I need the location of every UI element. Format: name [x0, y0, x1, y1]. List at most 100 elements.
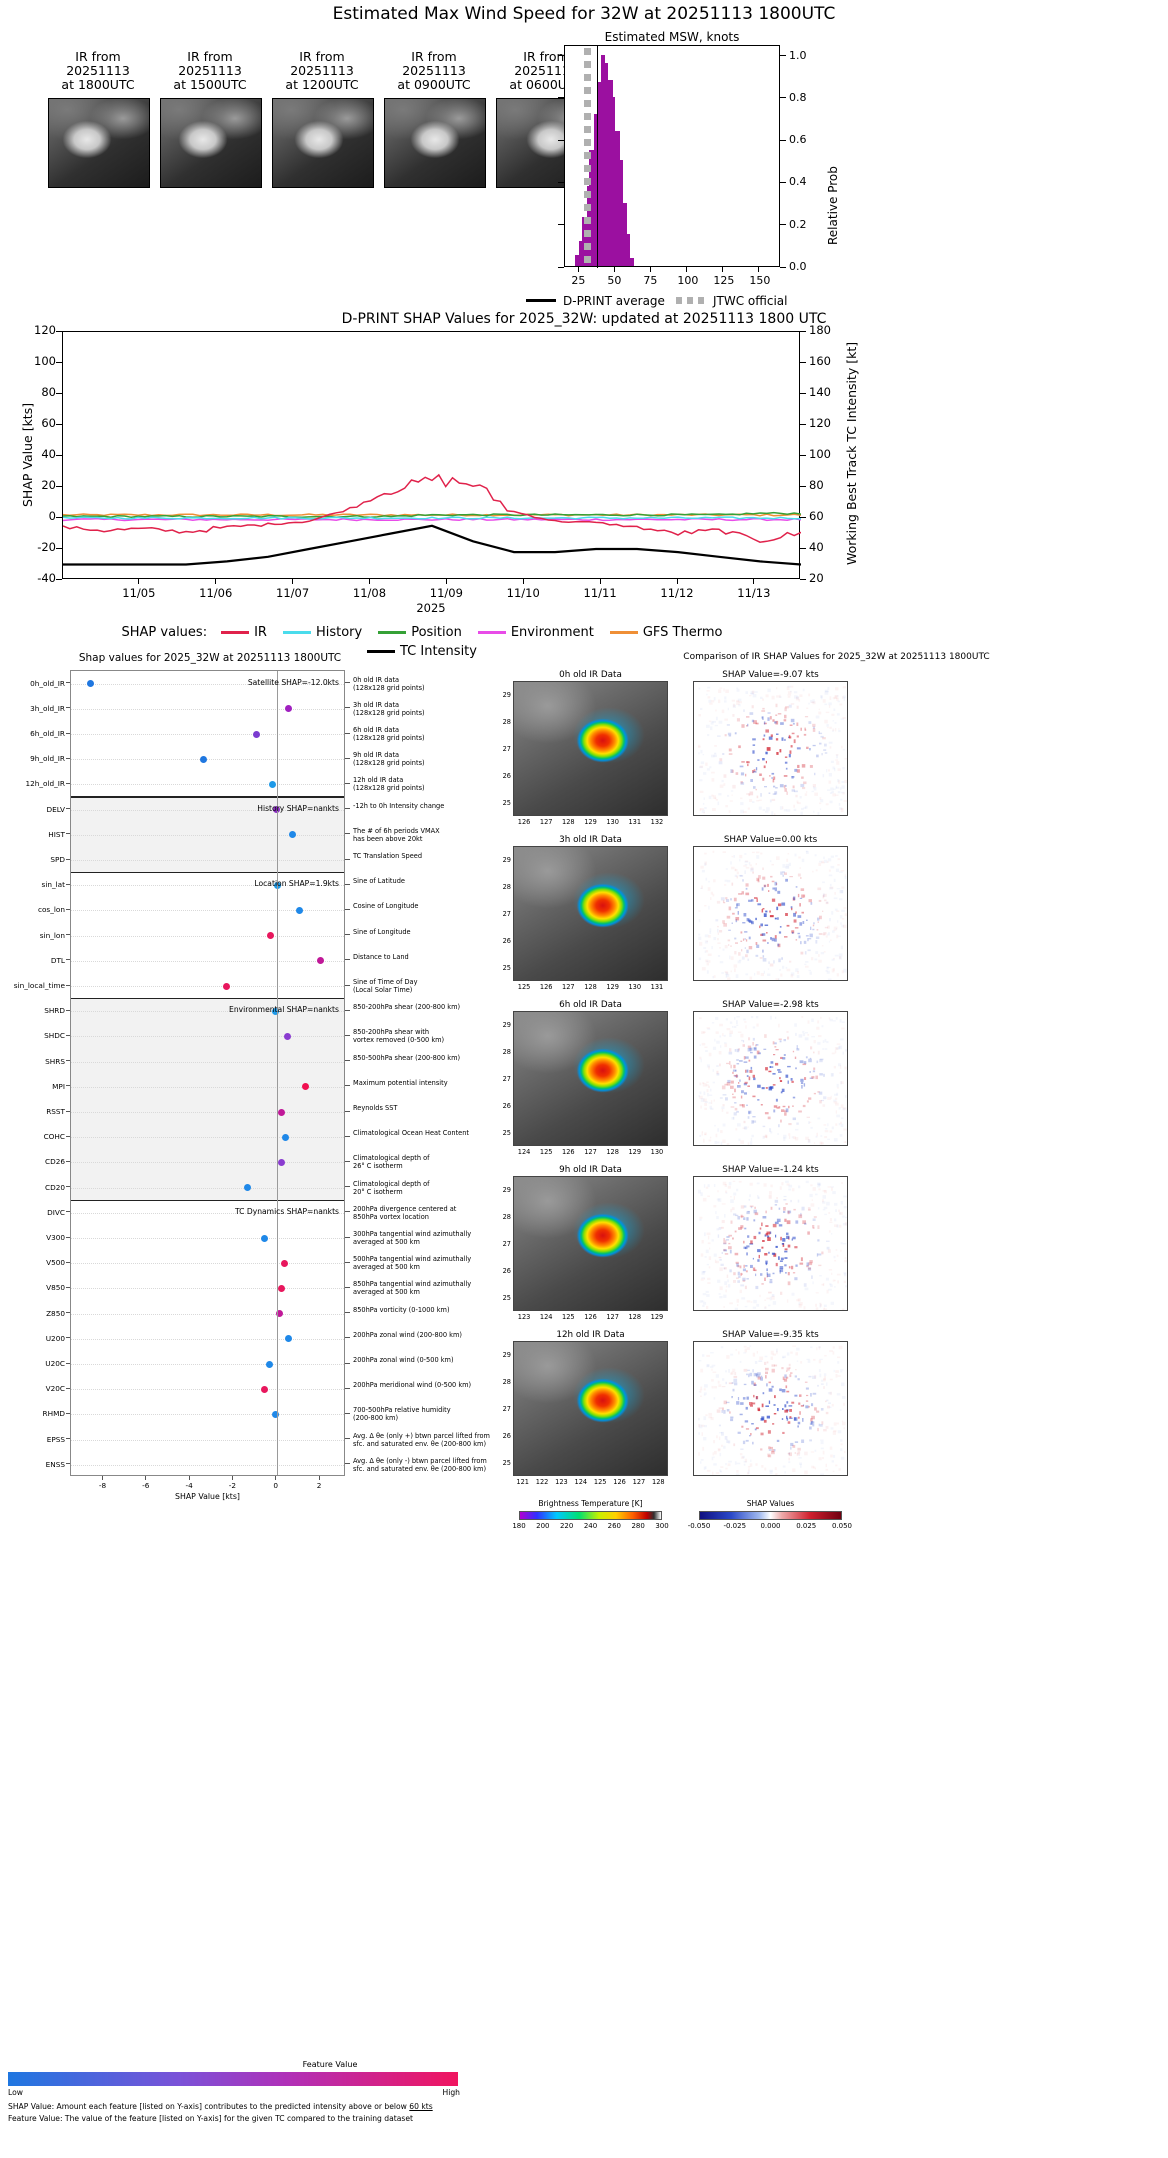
- comparison-ir-xtick: 131: [628, 818, 642, 826]
- ts-ytick-left: [56, 578, 62, 580]
- ts-ytick-left: [56, 516, 62, 518]
- ts-ytick-left: [56, 423, 62, 425]
- shap-feature-description: 500hPa tangential wind azimuthally avera…: [353, 1255, 472, 1272]
- ts-ytick-left-label: 60: [41, 416, 56, 430]
- shap-feature-label: sin_lon: [39, 930, 65, 940]
- ts-xtick: [292, 579, 294, 584]
- comparison-ir-ytick: 25: [502, 1293, 511, 1302]
- comparison-ir-xtick: 130: [628, 983, 642, 991]
- shap-feature-label: DELV: [46, 804, 65, 814]
- ts-ytick-left-label: 80: [41, 385, 56, 399]
- jtwc-official-marker: [583, 230, 591, 237]
- comparison-ir-image: [513, 1176, 668, 1311]
- jtwc-official-marker: [583, 126, 591, 133]
- comparison-ir-title: 0h old IR Data: [559, 670, 622, 680]
- shap-value-dot: [272, 1410, 280, 1418]
- shap-feature-label: SPD: [50, 855, 65, 864]
- shap-colorbar-tick: 0.025: [796, 1522, 817, 1530]
- histogram-ytick-label: 0.6: [789, 133, 807, 147]
- shap-value-dot: [199, 755, 207, 763]
- comparison-ir-ytick: 25: [502, 963, 511, 972]
- legend-label-gfs-thermo: GFS Thermo: [642, 625, 723, 640]
- shap-value-dot: [268, 780, 276, 788]
- timeseries-line-tc-intensity: [63, 524, 801, 566]
- shap-group-annotation: TC Dynamics SHAP=nankts: [234, 1206, 339, 1216]
- jtwc-official-marker: [583, 61, 591, 68]
- shap-row-gridline: [71, 1187, 344, 1190]
- ts-ytick-left-label: 120: [34, 323, 56, 337]
- comparison-ir-xtick: 127: [584, 1148, 597, 1156]
- ts-ytick-right: [800, 392, 806, 394]
- ir-thumbnail-image: [384, 98, 486, 188]
- feature-value-title: Feature Value: [302, 2060, 358, 2069]
- comparison-shap-title: SHAP Value=-9.07 kts: [722, 670, 819, 680]
- shap-xtick: [231, 1476, 233, 1481]
- shap-feature-description: Reynolds SST: [353, 1104, 398, 1112]
- histogram-ytick-left: [558, 266, 564, 268]
- comparison-ir-ytick: 26: [502, 936, 511, 945]
- comparison-ir-xtick: 124: [574, 1478, 588, 1486]
- shap-feature-tick: [66, 833, 70, 835]
- shap-feature-label: CD20: [45, 1182, 65, 1192]
- comparison-ir-xtick: 127: [632, 1478, 646, 1486]
- histogram-xtick: [577, 267, 579, 272]
- comparison-ir-ytick: 27: [502, 1074, 511, 1083]
- histogram-bar: [629, 257, 635, 266]
- shap-feature-description: Climatological depth of 26° C isotherm: [353, 1154, 430, 1171]
- comparison-ir-xtick: 125: [539, 1148, 553, 1156]
- histogram-xtick-label: 25: [571, 274, 586, 287]
- shap-value-dot: [289, 831, 297, 839]
- ir-shap-comparison-panel: Comparison of IR SHAP Values for 2025_32…: [503, 648, 1168, 2078]
- ts-xtick-label: 11/11: [583, 586, 617, 600]
- shap-feature-tick: [66, 782, 70, 784]
- ir-thumb-caption: IR from 20251113 at 0900UTC: [382, 50, 486, 92]
- comparison-shap-title: SHAP Value=0.00 kts: [723, 835, 818, 845]
- shap-value-dot: [316, 957, 324, 965]
- shap-feature-tick: [66, 1160, 70, 1162]
- comparison-ir-xtick: 125: [562, 1313, 575, 1321]
- comparison-ir-image: [513, 1341, 668, 1476]
- ts-ylabel-left: SHAP Value [kts]: [20, 402, 35, 507]
- shap-description-tick: [345, 1312, 350, 1314]
- legend-dashed-line: [676, 297, 706, 304]
- ts-xtick: [369, 579, 370, 584]
- shap-description-tick: [345, 908, 350, 910]
- legend-swatch-position: [378, 631, 407, 634]
- histogram-xtick: [721, 267, 723, 272]
- shap-feature-tick: [66, 1186, 70, 1188]
- shap-feature-tick: [66, 732, 70, 734]
- feature-value-colorbar: [8, 2072, 458, 2086]
- comparison-ir-xtick: 126: [539, 983, 553, 991]
- shap-plot-area: [70, 670, 345, 1477]
- shap-row-gridline: [71, 1061, 344, 1064]
- ts-ytick-right-label: 120: [809, 416, 831, 430]
- shap-description-tick: [345, 833, 350, 835]
- histogram-ytick-left: [558, 97, 564, 99]
- shap-row-gridline: [71, 708, 344, 711]
- ts-ylabel-right: Working Best Track TC Intensity [kt]: [844, 341, 859, 565]
- shap-feature-description: 9h old IR data (128x128 grid points): [353, 751, 425, 768]
- ts-xtick-label: 11/10: [506, 586, 540, 600]
- shap-feature-label: MPI: [52, 1081, 65, 1091]
- shap-feature-label: COHC: [43, 1132, 65, 1142]
- shap-row-gridline: [71, 1137, 344, 1139]
- shap-feature-tick: [66, 1135, 70, 1137]
- shap-feature-tick: [66, 1060, 70, 1062]
- shap-feature-label: 0h_old_IR: [30, 678, 65, 688]
- shap-feature-tick: [66, 1463, 70, 1465]
- ts-ytick-right: [800, 578, 806, 580]
- shap-row-gridline: [71, 1086, 344, 1089]
- comparison-ir-xtick: 132: [650, 818, 664, 826]
- ts-ytick-right: [800, 516, 806, 518]
- comparison-ir-ytick: 25: [502, 1128, 511, 1137]
- shap-feature-description: 200hPa divergence centered at 850hPa vor…: [353, 1204, 457, 1221]
- histogram-ytick-label: 0.4: [789, 175, 807, 189]
- ir-caption-line2: 20251113: [66, 63, 130, 78]
- ts-ytick-right-label: 160: [809, 354, 831, 368]
- shap-colorbar: [699, 1511, 842, 1520]
- shap-row-gridline: [71, 910, 344, 912]
- comparison-shap-title: SHAP Value=-9.35 kts: [722, 1330, 819, 1340]
- shap-feature-label: EPSS: [46, 1434, 65, 1444]
- ir-caption-line1: IR from: [523, 49, 569, 64]
- shap-row-gridline: [71, 1288, 344, 1290]
